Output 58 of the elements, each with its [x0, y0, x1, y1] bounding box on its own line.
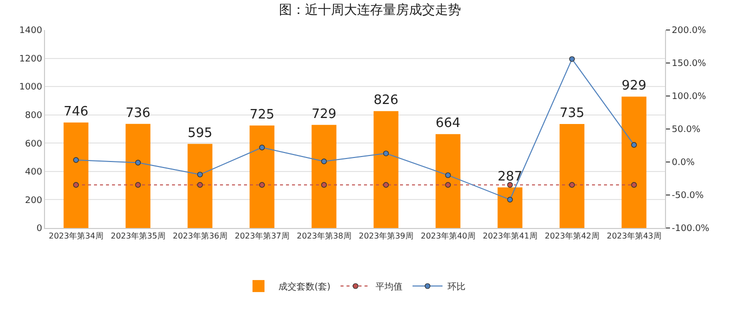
- y2-tick-label: 100.0%: [672, 92, 707, 102]
- data-label: 929: [622, 78, 646, 94]
- x-tick-label: 2023年第39周: [358, 232, 414, 241]
- data-label: 826: [374, 93, 398, 108]
- point: [383, 150, 389, 156]
- x-tick-label: 2023年第37周: [234, 232, 290, 241]
- point: [321, 158, 327, 164]
- point: [569, 56, 575, 62]
- y-tick-label: 200: [25, 196, 42, 206]
- y2-tick-label: 50.0%: [672, 125, 701, 136]
- data-label: 664: [436, 116, 460, 132]
- point: [197, 172, 203, 178]
- y-tick-label: 600: [25, 139, 42, 150]
- point: [507, 196, 513, 202]
- point: [135, 160, 141, 166]
- bar: [250, 125, 274, 228]
- bar: [498, 187, 522, 228]
- x-tick-label: 2023年第42周: [544, 232, 600, 241]
- y-tick-label: 1200: [19, 54, 42, 64]
- bar: [622, 96, 646, 228]
- point: [73, 157, 79, 163]
- y2-tick-label: 200.0%: [672, 26, 707, 36]
- y2-tick-label: 150.0%: [672, 59, 707, 70]
- bar: [560, 124, 584, 228]
- data-label: 595: [188, 126, 212, 141]
- bar: [126, 124, 150, 228]
- x-tick-label: 2023年第38周: [296, 232, 352, 241]
- point: [259, 144, 265, 150]
- x-tick-label: 2023年第43周: [606, 232, 662, 241]
- y-tick-label: 800: [25, 111, 42, 122]
- data-label: 746: [64, 104, 88, 120]
- bar: [64, 122, 88, 228]
- y-tick-label: 0: [36, 224, 42, 234]
- data-label: 736: [126, 106, 150, 121]
- y2-tick-label: -100.0%: [672, 224, 710, 234]
- data-label: 735: [560, 106, 584, 122]
- data-label: 725: [250, 107, 274, 122]
- chart-title: 图：近十周大连存量房成交走势: [279, 2, 461, 18]
- x-tick-label: 2023年第40周: [420, 232, 476, 241]
- bar: [188, 144, 212, 228]
- bar: [312, 124, 336, 228]
- bar: [436, 134, 460, 228]
- y-tick-label: 400: [25, 168, 42, 178]
- x-tick-label: 2023年第41周: [482, 232, 538, 241]
- legend-label: 环比: [448, 282, 466, 293]
- data-label: 729: [312, 106, 336, 122]
- x-tick-label: 2023年第36周: [172, 232, 228, 241]
- legend-label: 平均值: [376, 282, 403, 293]
- x-tick-label: 2023年第35周: [110, 232, 166, 241]
- y2-tick-label: 0.0%: [672, 158, 696, 168]
- y2-tick-label: -50.0%: [672, 191, 704, 202]
- y-tick-label: 1000: [19, 82, 42, 93]
- point: [631, 142, 637, 148]
- legend-label: 成交套数(套): [278, 282, 331, 293]
- point: [445, 172, 451, 178]
- x-tick-label: 2023年第34周: [48, 232, 104, 241]
- y-tick-label: 1400: [19, 26, 42, 36]
- bar: [374, 111, 398, 228]
